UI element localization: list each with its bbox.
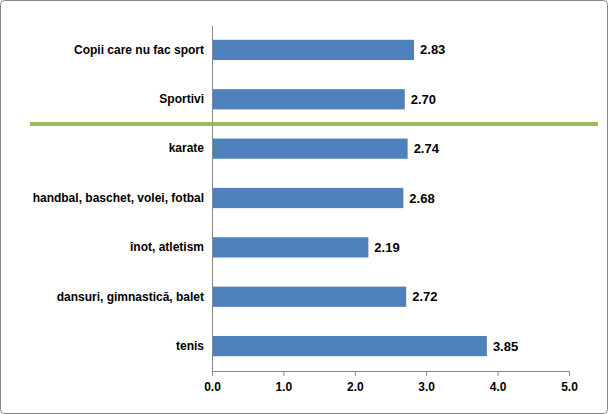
chart-frame (1, 1, 608, 414)
data-label: 2.70 (411, 92, 436, 107)
bar (212, 89, 405, 109)
tick-label: 1.0 (276, 380, 293, 394)
tick-label: 3.0 (418, 380, 435, 394)
tick-label: 4.0 (490, 380, 507, 394)
tick-label: 5.0 (561, 380, 578, 394)
tick: 0.0 (204, 371, 221, 394)
tick: dansuri, gimnastică, balet (57, 290, 212, 304)
tick-mark (498, 371, 499, 376)
chart: 0.0 1.0 2.0 3.0 4.0 5.0 Copii care nu fac spor… (0, 0, 608, 414)
tick-mark (212, 371, 213, 376)
data-label: 2.74 (414, 141, 440, 156)
tick-mark (355, 371, 356, 376)
category-label: Copii care nu fac sport (74, 43, 204, 57)
plot-area: 0.0 1.0 2.0 3.0 4.0 5.0 Copii care nu fac spor… (33, 26, 579, 394)
axis-line (212, 26, 213, 372)
category-label: handbal, baschet, volei, fotbal (33, 191, 204, 205)
axis-line (213, 372, 570, 377)
bar (212, 139, 408, 159)
bars (212, 40, 487, 356)
bar (212, 237, 368, 257)
category-label: tenis (176, 339, 204, 353)
tick: 5.0 (561, 371, 578, 394)
category-label: karate (169, 141, 205, 155)
tick: handbal, baschet, volei, fotbal (33, 191, 212, 205)
tick-mark (426, 371, 427, 376)
category-label: dansuri, gimnastică, balet (57, 290, 204, 304)
x-axis: 0.0 1.0 2.0 3.0 4.0 5.0 (204, 371, 578, 394)
tick: 3.0 (418, 371, 435, 394)
data-label: 2.19 (374, 240, 399, 255)
data-label: 2.83 (420, 42, 445, 57)
tick-mark (569, 371, 570, 376)
tick-label: 2.0 (347, 380, 364, 394)
tick: tenis (176, 339, 212, 353)
tick: Copii care nu fac sport (74, 43, 212, 57)
tick: Sportivi (159, 92, 212, 106)
data-label: 2.72 (412, 289, 437, 304)
data-label: 3.85 (493, 339, 518, 354)
y-axis: Copii care nu fac sport Sportivi karate han… (33, 26, 213, 372)
category-label: Sportivi (159, 92, 204, 106)
tick: 4.0 (490, 371, 507, 394)
separator-line (30, 122, 598, 126)
bar (212, 40, 414, 60)
category-label: înot, atletism (129, 240, 204, 254)
tick: 1.0 (276, 371, 293, 394)
data-labels: 2.83 2.70 2.74 2.68 2.19 2.72 3.85 (374, 42, 518, 353)
tick-label: 0.0 (204, 380, 221, 394)
bar (212, 287, 406, 307)
tick: înot, atletism (129, 240, 212, 254)
tick: karate (169, 141, 212, 155)
bar (212, 188, 403, 208)
bar (212, 336, 487, 356)
tick-mark (283, 371, 284, 376)
tick: 2.0 (347, 371, 364, 394)
data-label: 2.68 (409, 191, 434, 206)
